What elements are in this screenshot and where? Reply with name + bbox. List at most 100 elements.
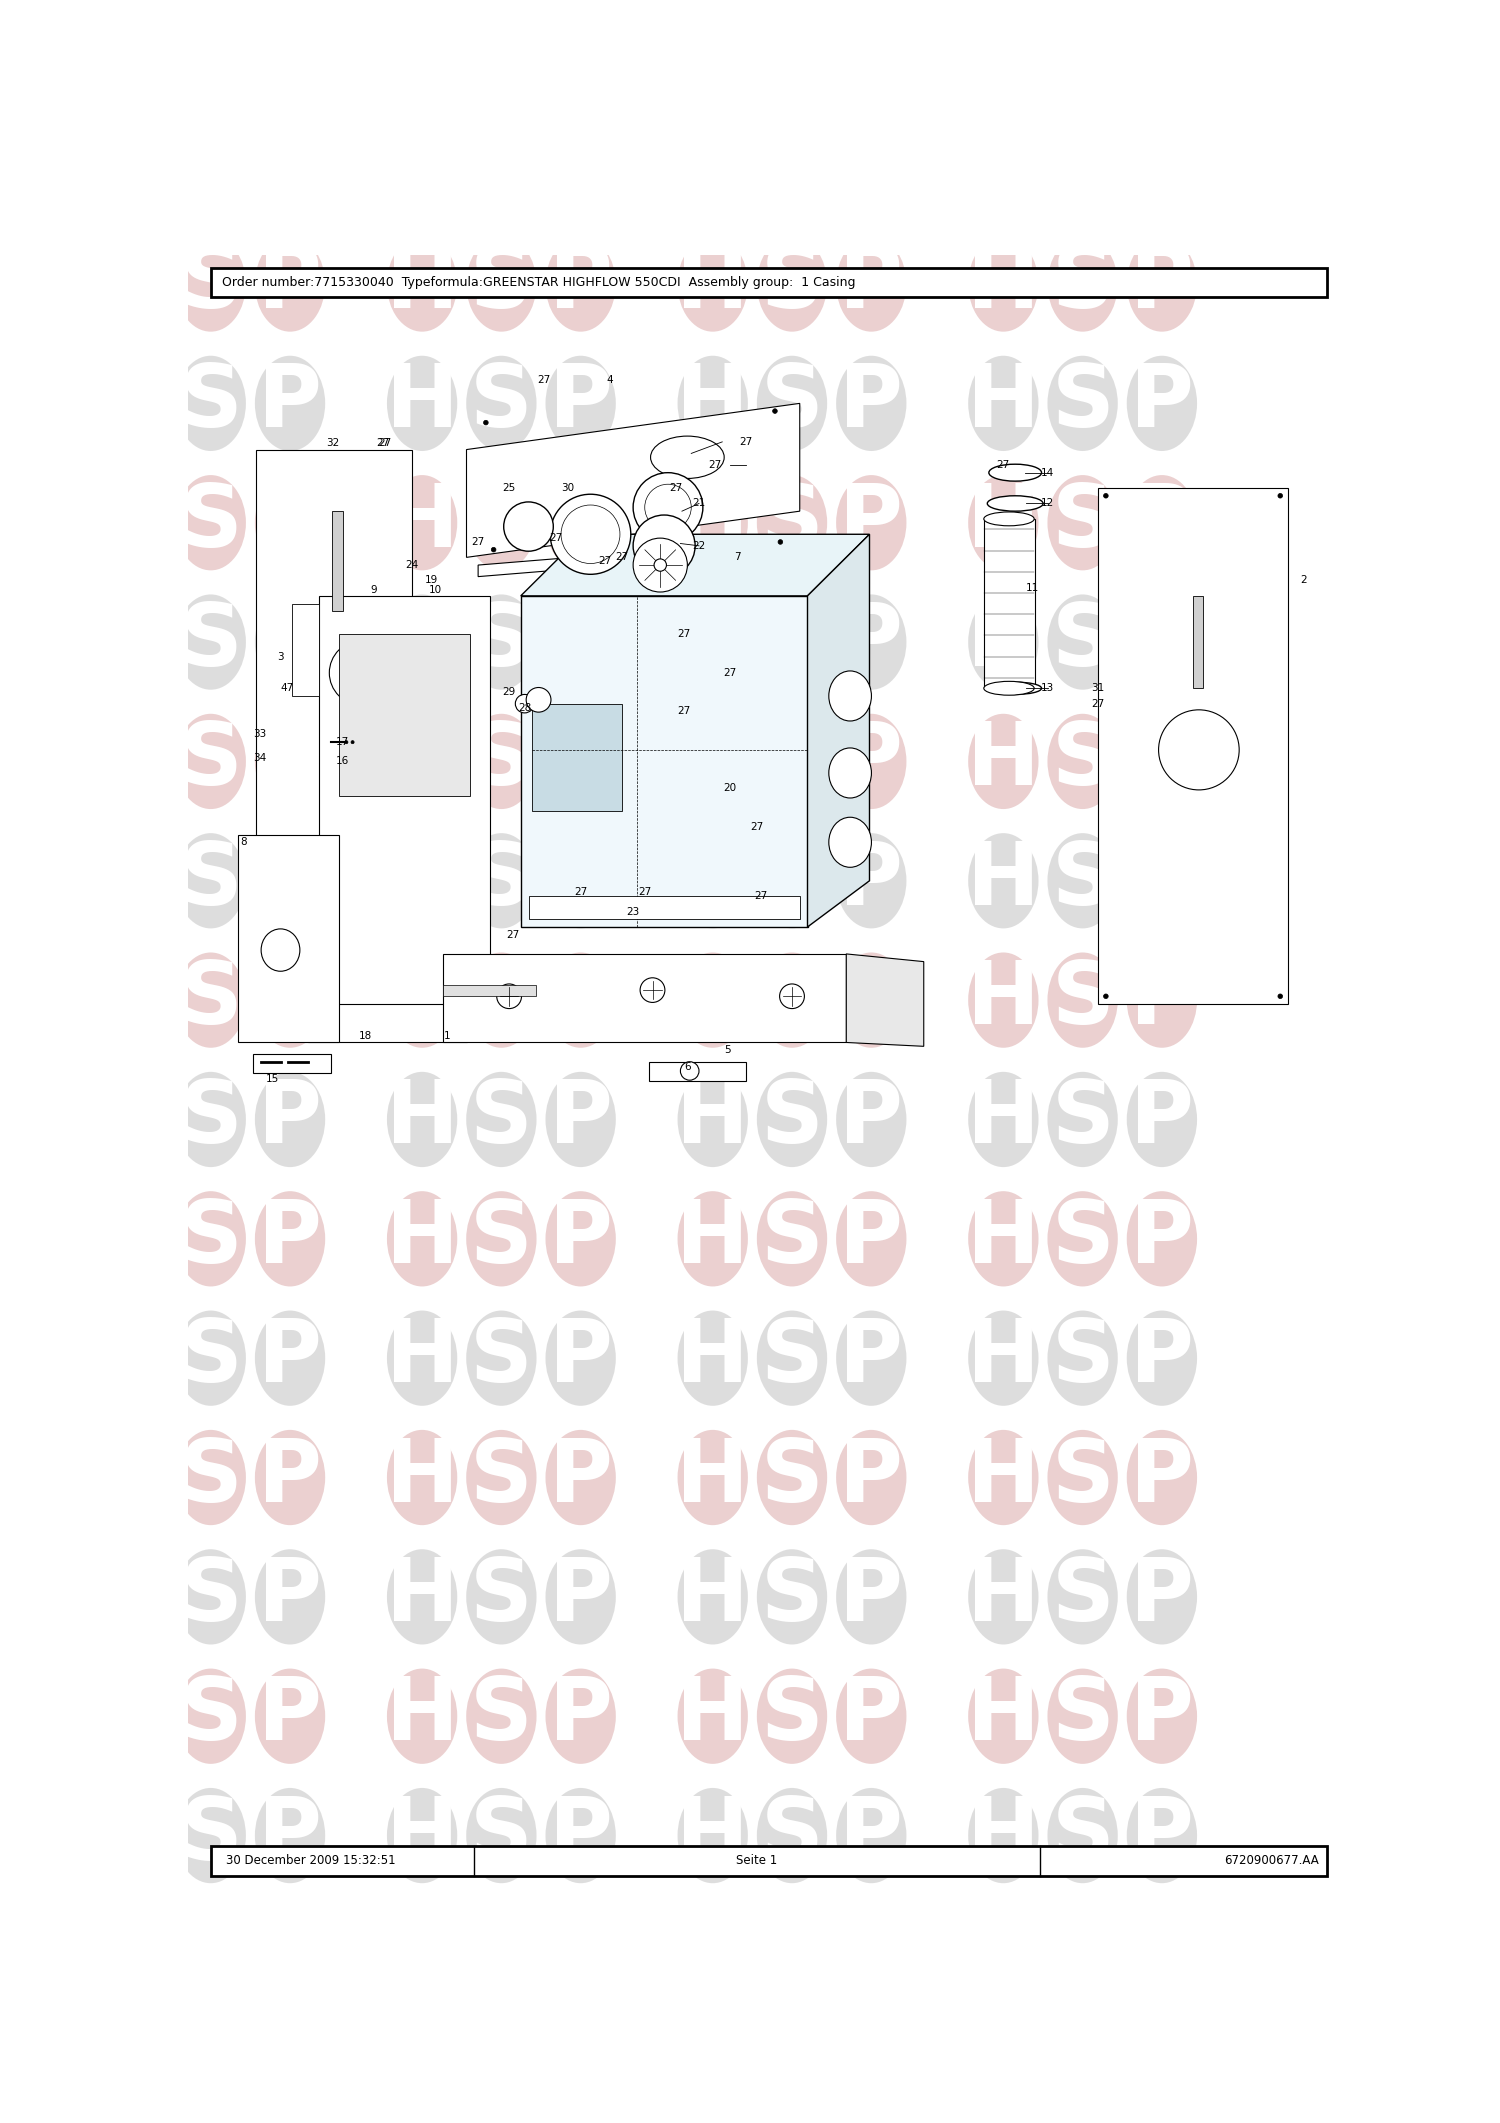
Text: H: H bbox=[968, 601, 1040, 684]
Ellipse shape bbox=[546, 1788, 616, 1883]
Text: 27: 27 bbox=[676, 628, 690, 639]
Text: 30: 30 bbox=[561, 484, 574, 493]
Text: S: S bbox=[760, 1435, 824, 1520]
Polygon shape bbox=[528, 896, 800, 919]
Text: 24: 24 bbox=[405, 560, 418, 571]
Circle shape bbox=[526, 688, 550, 711]
Text: 4: 4 bbox=[606, 376, 613, 384]
Text: S: S bbox=[180, 1435, 242, 1520]
Polygon shape bbox=[846, 953, 924, 1047]
Polygon shape bbox=[255, 450, 413, 866]
Text: P: P bbox=[840, 720, 903, 802]
Ellipse shape bbox=[836, 1191, 906, 1287]
Text: P: P bbox=[840, 1435, 903, 1520]
Text: S: S bbox=[760, 601, 824, 684]
Text: S: S bbox=[470, 1794, 532, 1877]
Text: H: H bbox=[676, 601, 748, 684]
Ellipse shape bbox=[968, 1788, 1038, 1883]
Text: P: P bbox=[1130, 957, 1194, 1042]
Ellipse shape bbox=[678, 953, 748, 1049]
Text: H: H bbox=[386, 1316, 459, 1401]
Ellipse shape bbox=[1126, 476, 1197, 571]
Text: P: P bbox=[1130, 1554, 1194, 1639]
Text: S: S bbox=[1052, 1078, 1114, 1161]
Text: H: H bbox=[94, 957, 168, 1042]
Text: S: S bbox=[1052, 1316, 1114, 1401]
Ellipse shape bbox=[466, 1669, 537, 1764]
Text: P: P bbox=[840, 601, 903, 684]
Ellipse shape bbox=[96, 236, 166, 331]
Text: P: P bbox=[258, 1197, 322, 1280]
Text: S: S bbox=[1052, 1197, 1114, 1280]
Text: H: H bbox=[676, 361, 748, 446]
Ellipse shape bbox=[988, 465, 1041, 482]
Ellipse shape bbox=[758, 594, 826, 690]
Ellipse shape bbox=[678, 1310, 748, 1405]
Ellipse shape bbox=[255, 1669, 326, 1764]
Ellipse shape bbox=[255, 1550, 326, 1645]
Text: S: S bbox=[760, 1316, 824, 1401]
Ellipse shape bbox=[387, 1072, 458, 1168]
Text: 7: 7 bbox=[735, 552, 741, 563]
Bar bbox=[210, 1847, 1326, 1875]
Ellipse shape bbox=[546, 357, 616, 450]
Ellipse shape bbox=[1126, 1669, 1197, 1764]
Text: P: P bbox=[549, 1078, 612, 1161]
Ellipse shape bbox=[466, 1550, 537, 1645]
Text: 2: 2 bbox=[1300, 575, 1306, 586]
Ellipse shape bbox=[1126, 953, 1197, 1049]
Text: H: H bbox=[968, 242, 1040, 327]
Ellipse shape bbox=[968, 832, 1038, 928]
Text: H: H bbox=[94, 1078, 168, 1161]
Text: P: P bbox=[1130, 1675, 1194, 1758]
Text: P: P bbox=[549, 1435, 612, 1520]
Ellipse shape bbox=[758, 1191, 826, 1287]
Text: 33: 33 bbox=[254, 730, 266, 739]
Text: S: S bbox=[180, 1078, 242, 1161]
Ellipse shape bbox=[678, 713, 748, 809]
Text: H: H bbox=[94, 601, 168, 684]
Ellipse shape bbox=[968, 1550, 1038, 1645]
Text: S: S bbox=[760, 720, 824, 802]
Circle shape bbox=[504, 501, 554, 552]
Text: H: H bbox=[386, 1675, 459, 1758]
Text: H: H bbox=[386, 1078, 459, 1161]
Text: P: P bbox=[549, 1197, 612, 1280]
Text: 1: 1 bbox=[444, 1032, 450, 1040]
Text: P: P bbox=[840, 361, 903, 446]
Ellipse shape bbox=[96, 832, 166, 928]
Ellipse shape bbox=[758, 713, 826, 809]
Text: 6: 6 bbox=[684, 1062, 690, 1072]
Ellipse shape bbox=[255, 1431, 326, 1524]
Ellipse shape bbox=[546, 1072, 616, 1168]
Text: H: H bbox=[676, 480, 748, 565]
Text: S: S bbox=[180, 480, 242, 565]
Text: H: H bbox=[968, 1316, 1040, 1401]
Text: P: P bbox=[549, 839, 612, 924]
Ellipse shape bbox=[255, 1072, 326, 1168]
Polygon shape bbox=[254, 1053, 332, 1074]
Polygon shape bbox=[444, 953, 846, 1042]
Text: H: H bbox=[968, 1197, 1040, 1280]
Bar bbox=[332, 512, 342, 611]
Ellipse shape bbox=[1126, 357, 1197, 450]
Text: P: P bbox=[1130, 601, 1194, 684]
Text: 16: 16 bbox=[336, 756, 350, 766]
Text: S: S bbox=[180, 242, 242, 327]
Text: H: H bbox=[968, 1435, 1040, 1520]
Ellipse shape bbox=[1047, 832, 1118, 928]
Text: P: P bbox=[258, 1316, 322, 1401]
Text: H: H bbox=[676, 1794, 748, 1877]
Ellipse shape bbox=[836, 1072, 906, 1168]
Ellipse shape bbox=[261, 930, 300, 970]
Text: H: H bbox=[386, 839, 459, 924]
Text: H: H bbox=[386, 1554, 459, 1639]
Ellipse shape bbox=[255, 1310, 326, 1405]
Text: H: H bbox=[676, 720, 748, 802]
Text: P: P bbox=[549, 601, 612, 684]
Text: S: S bbox=[470, 1554, 532, 1639]
Text: P: P bbox=[258, 480, 322, 565]
Ellipse shape bbox=[96, 1788, 166, 1883]
Ellipse shape bbox=[176, 1669, 246, 1764]
Text: P: P bbox=[549, 1794, 612, 1877]
